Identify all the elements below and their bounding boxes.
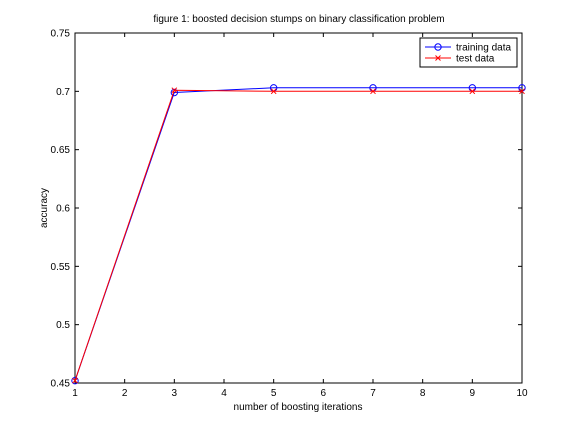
x-axis: 1 2 3 4 5 6 7 8 9 10 [72, 33, 528, 399]
y-tick-label: 0.65 [51, 145, 71, 156]
y-tick-label: 0.5 [56, 320, 70, 331]
legend-label: training data [456, 43, 511, 54]
x-tick-label: 7 [370, 388, 376, 399]
y-axis-label: accuracy [39, 188, 50, 228]
data-point [519, 88, 525, 95]
y-tick-label: 0.7 [56, 87, 70, 98]
data-point [71, 376, 79, 385]
data-point [469, 88, 476, 95]
y-tick-label: 0.45 [51, 379, 71, 390]
x-tick-label: 8 [420, 388, 426, 399]
data-point [370, 88, 376, 95]
x-tick-label: 5 [271, 388, 277, 399]
series-test-data [72, 87, 525, 384]
data-point [270, 88, 277, 95]
data-point [170, 88, 179, 97]
legend-label: test data [456, 54, 495, 65]
legend-marker [435, 55, 441, 61]
series-line [74, 89, 522, 381]
legend-marker [434, 43, 442, 51]
y-axis: 0.45 0.5 0.55 0.6 0.65 0.7 0.75 [51, 29, 522, 390]
x-tick-label: 3 [172, 388, 178, 399]
y-tick-label: 0.55 [51, 262, 71, 273]
x-tick-label: 1 [72, 388, 78, 399]
y-tick-label: 0.75 [51, 29, 71, 40]
plot-area [74, 32, 523, 384]
legend-box [419, 37, 518, 68]
series-layer [71, 84, 526, 385]
x-axis-label: number of boosting iterations [234, 402, 363, 413]
x-tick-label: 9 [470, 388, 476, 399]
y-tick-label: 0.6 [56, 204, 70, 215]
x-tick-label: 4 [221, 388, 227, 399]
data-point [171, 87, 178, 94]
series-line [74, 87, 522, 381]
x-tick-label: 10 [516, 388, 528, 399]
data-point [72, 377, 78, 384]
legend-entry: training data [425, 43, 511, 54]
chart-title: figure 1: boosted decision stumps on bin… [153, 14, 444, 25]
legend-entry: test data [425, 54, 495, 65]
x-tick-label: 2 [122, 388, 128, 399]
x-tick-label: 6 [321, 388, 327, 399]
